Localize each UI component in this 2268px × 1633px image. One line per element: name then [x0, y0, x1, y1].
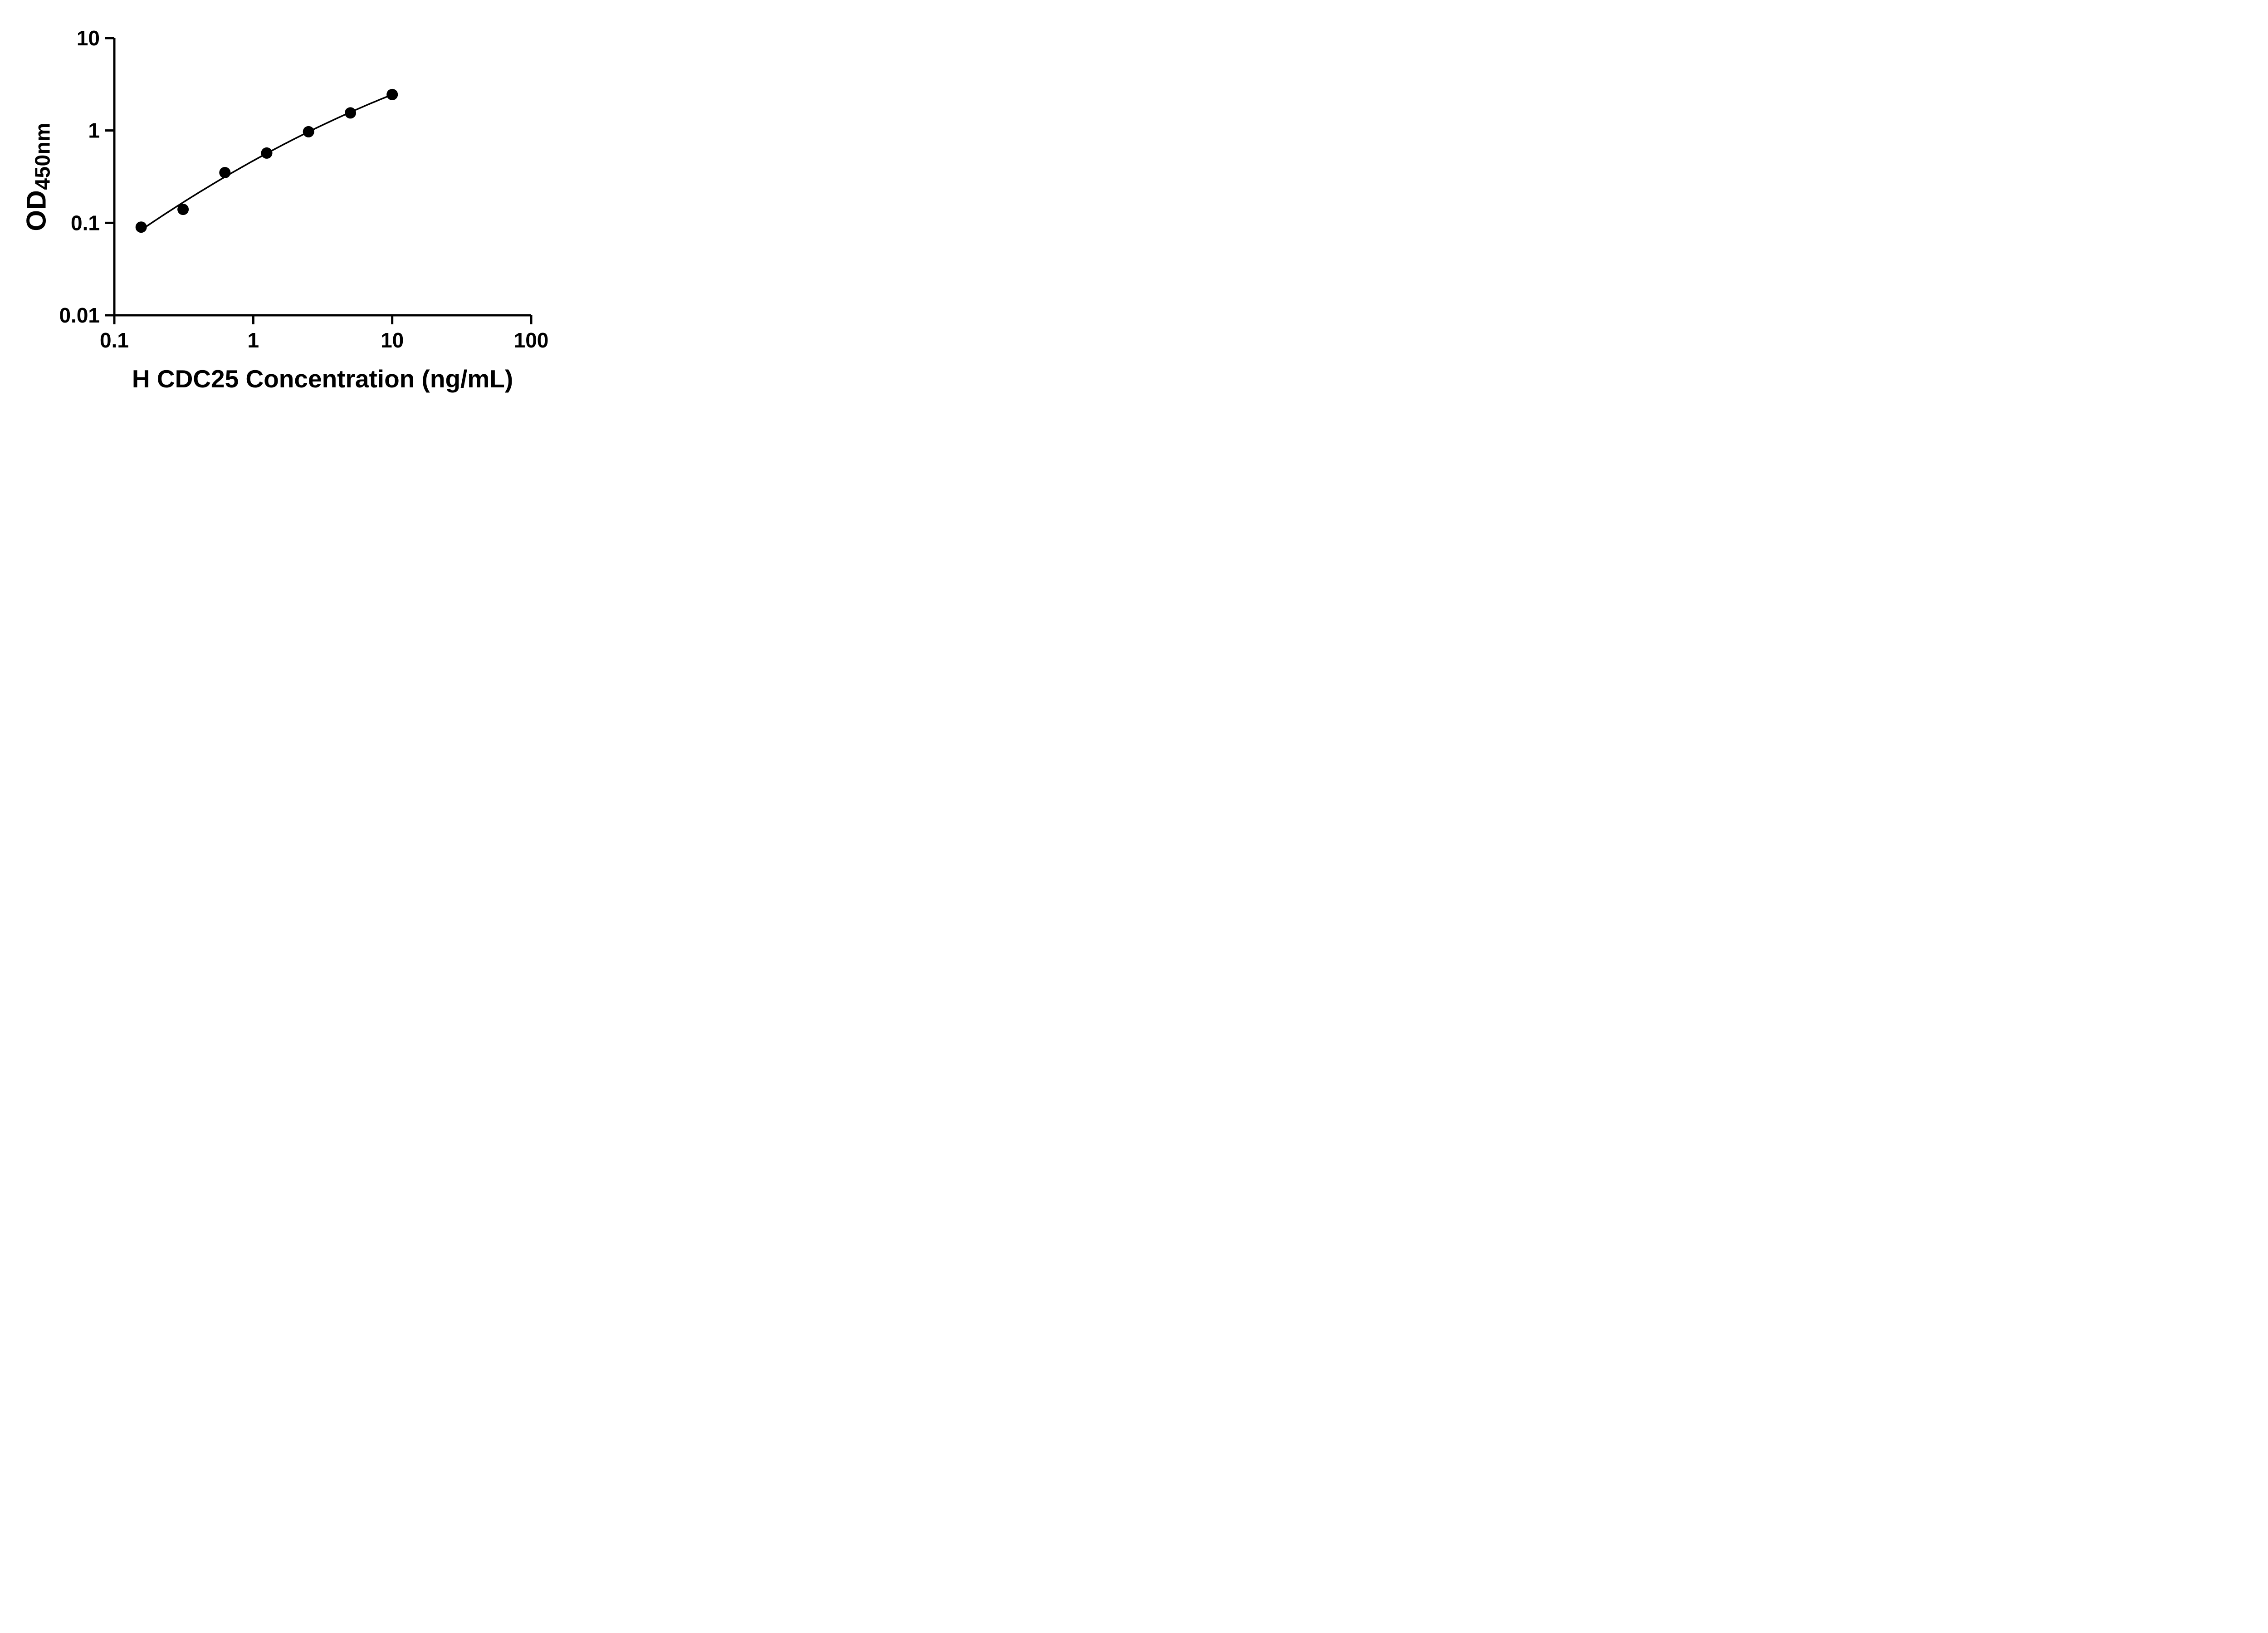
- y-tick-label: 0.01: [59, 303, 100, 327]
- y-axis-title: OD450nm: [21, 122, 55, 231]
- data-point: [135, 221, 147, 233]
- y-tick-label: 1: [88, 119, 100, 142]
- x-tick-label: 10: [381, 328, 404, 352]
- x-tick-label: 1: [248, 328, 259, 352]
- x-tick-label: 100: [514, 328, 549, 352]
- data-point: [303, 126, 314, 137]
- elisa-standard-curve-figure: 0.1 1 10 100 0.01 0.1 1 10 OD450nm H CDC25 Conc…: [0, 0, 583, 408]
- y-axis-title-main: OD: [21, 190, 52, 231]
- y-axis-title-subscript: 450nm: [30, 122, 54, 190]
- y-tick-label: 0.1: [71, 211, 100, 235]
- data-point: [386, 88, 398, 100]
- data-point: [219, 167, 231, 178]
- axis-lines: [113, 38, 531, 317]
- data-point: [177, 204, 189, 215]
- x-axis-title: H CDC25 Concentration (ng/mL): [132, 365, 513, 393]
- data-point: [345, 107, 356, 119]
- x-tick-label: 0.1: [100, 328, 129, 352]
- y-tick-label: 10: [77, 26, 100, 50]
- data-point: [261, 147, 273, 159]
